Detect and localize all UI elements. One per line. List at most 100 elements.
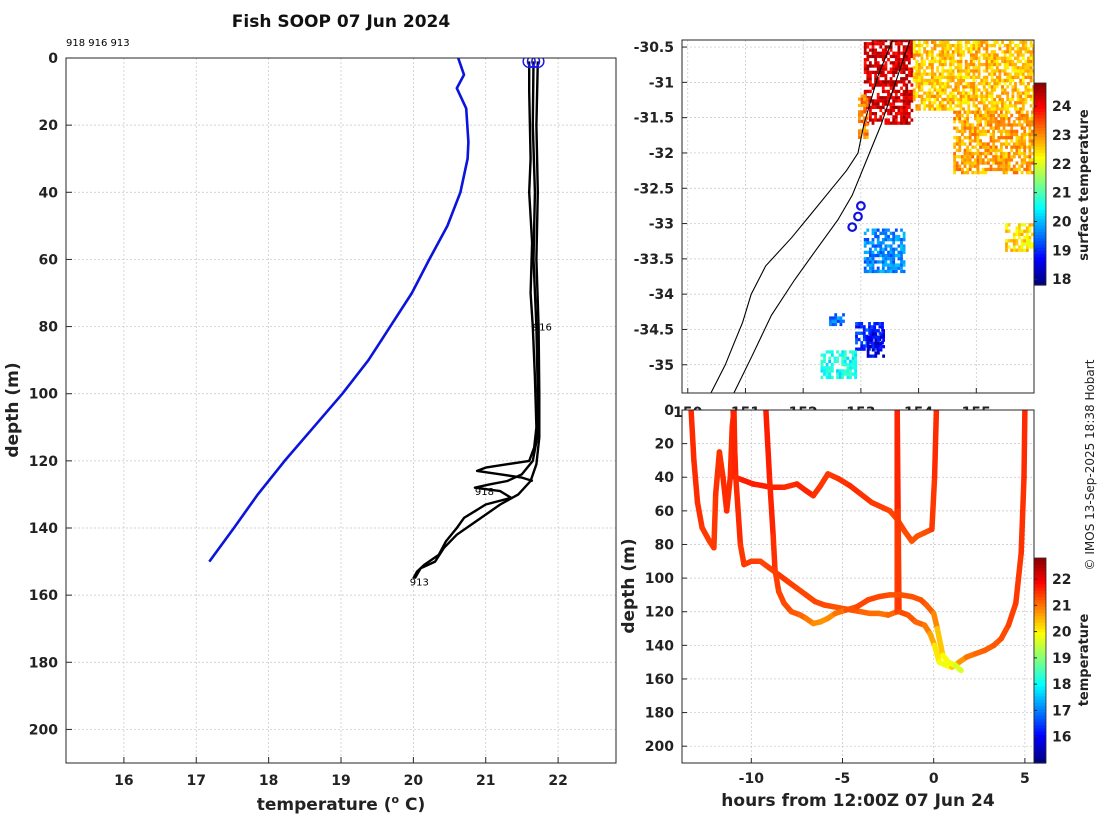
sst-cell xyxy=(1000,120,1003,124)
sst-cell xyxy=(1015,239,1019,243)
sst-cell xyxy=(974,110,977,114)
sst-cell xyxy=(995,69,999,73)
sst-cell xyxy=(876,51,880,55)
sst-cell xyxy=(997,139,1001,143)
sst-cell xyxy=(936,69,939,73)
sst-cell xyxy=(843,359,847,364)
sst-cell xyxy=(918,85,921,89)
sst-cell xyxy=(955,129,959,133)
sst-cell xyxy=(915,43,919,48)
sst-cell xyxy=(866,51,870,55)
sst-cell xyxy=(959,50,963,54)
sst-cell xyxy=(941,91,945,95)
sst-cell xyxy=(976,148,980,152)
tracks-x-tick-label: -10 xyxy=(739,771,765,787)
sst-cell xyxy=(866,228,870,232)
sst-cell xyxy=(1002,142,1006,146)
sst-cell xyxy=(951,101,955,105)
profile-x-tick-label: 17 xyxy=(187,773,206,789)
sst-cell xyxy=(905,86,909,90)
sst-cell xyxy=(975,47,978,51)
sst-cell xyxy=(977,62,981,67)
sst-cell xyxy=(907,112,911,116)
sst-cell xyxy=(894,89,898,94)
tracks-x-tick-label: 0 xyxy=(929,771,939,787)
colorbar-swatch xyxy=(1034,225,1046,229)
track-segment xyxy=(688,410,697,464)
sst-cell xyxy=(975,94,978,98)
sst-cell xyxy=(936,91,939,95)
sst-cell xyxy=(876,102,880,106)
sst-cell xyxy=(963,136,967,140)
sst-cell xyxy=(987,120,990,124)
sst-cell xyxy=(1000,142,1003,146)
colorbar-swatch xyxy=(1034,202,1046,207)
sst-cell xyxy=(972,101,976,105)
sst-cell xyxy=(982,107,986,111)
sst-cell xyxy=(884,67,888,71)
sst-cell xyxy=(1031,110,1034,114)
sst-cell xyxy=(1031,171,1034,175)
sst-cell xyxy=(902,99,906,103)
sst-cell xyxy=(975,50,978,54)
sst-cell xyxy=(977,82,981,86)
sst-cell xyxy=(884,64,888,68)
sst-cell xyxy=(912,43,916,48)
sst-cell xyxy=(1006,91,1010,95)
sst-cell xyxy=(1007,123,1011,127)
sst-cell xyxy=(959,62,963,67)
sst-cell xyxy=(962,107,965,111)
sst-cell xyxy=(1023,239,1027,243)
sst-cell xyxy=(915,91,919,95)
sst-cell xyxy=(1010,155,1014,159)
sst-cell xyxy=(985,53,989,57)
sst-cell xyxy=(987,117,990,121)
sst-cell xyxy=(955,117,959,121)
sst-cell xyxy=(876,250,880,254)
colorbar-swatch xyxy=(1034,705,1046,710)
sst-cell xyxy=(1012,239,1016,243)
sst-cell xyxy=(988,85,991,89)
sst-cell xyxy=(1024,43,1028,48)
sst-cell xyxy=(966,123,969,127)
sst-cell xyxy=(915,75,919,79)
sst-cell xyxy=(860,97,864,101)
sst-cell xyxy=(998,107,1002,111)
sst-cell xyxy=(849,363,852,367)
sst-cell xyxy=(936,66,939,70)
sst-cell xyxy=(1019,91,1023,95)
sst-cell xyxy=(863,58,867,62)
sst-cell xyxy=(892,89,896,94)
sst-cell xyxy=(1012,232,1016,236)
map-y-tick-label: -30.5 xyxy=(634,40,674,56)
sst-cell xyxy=(958,142,962,146)
sst-cell xyxy=(1025,171,1029,175)
sst-cell xyxy=(866,238,870,242)
profile-y-tick-label: 20 xyxy=(39,118,59,134)
sst-cell xyxy=(1012,123,1016,127)
sst-cell xyxy=(862,344,866,348)
sst-cell xyxy=(830,375,834,379)
track-segment xyxy=(723,474,734,514)
sst-cell xyxy=(910,89,914,94)
sst-cell xyxy=(1031,161,1034,165)
sst-cell xyxy=(949,85,952,89)
sst-cell xyxy=(863,129,866,133)
colorbar-swatch xyxy=(1034,155,1046,160)
sst-cell xyxy=(910,70,914,74)
sst-cell xyxy=(931,53,934,57)
sst-cell xyxy=(985,88,989,92)
tracks-y-tick-label: 140 xyxy=(645,638,674,654)
sst-cell xyxy=(863,89,867,94)
colorbar-swatch xyxy=(1034,250,1046,255)
sst-cell xyxy=(961,139,964,143)
sst-cell xyxy=(933,88,937,92)
sst-cell xyxy=(974,117,977,121)
sst-cell xyxy=(857,347,861,351)
sst-cell xyxy=(892,250,896,254)
track-segment xyxy=(691,457,701,506)
sst-cell xyxy=(1028,245,1032,249)
sst-cell xyxy=(972,88,976,92)
sst-cell xyxy=(902,263,906,267)
